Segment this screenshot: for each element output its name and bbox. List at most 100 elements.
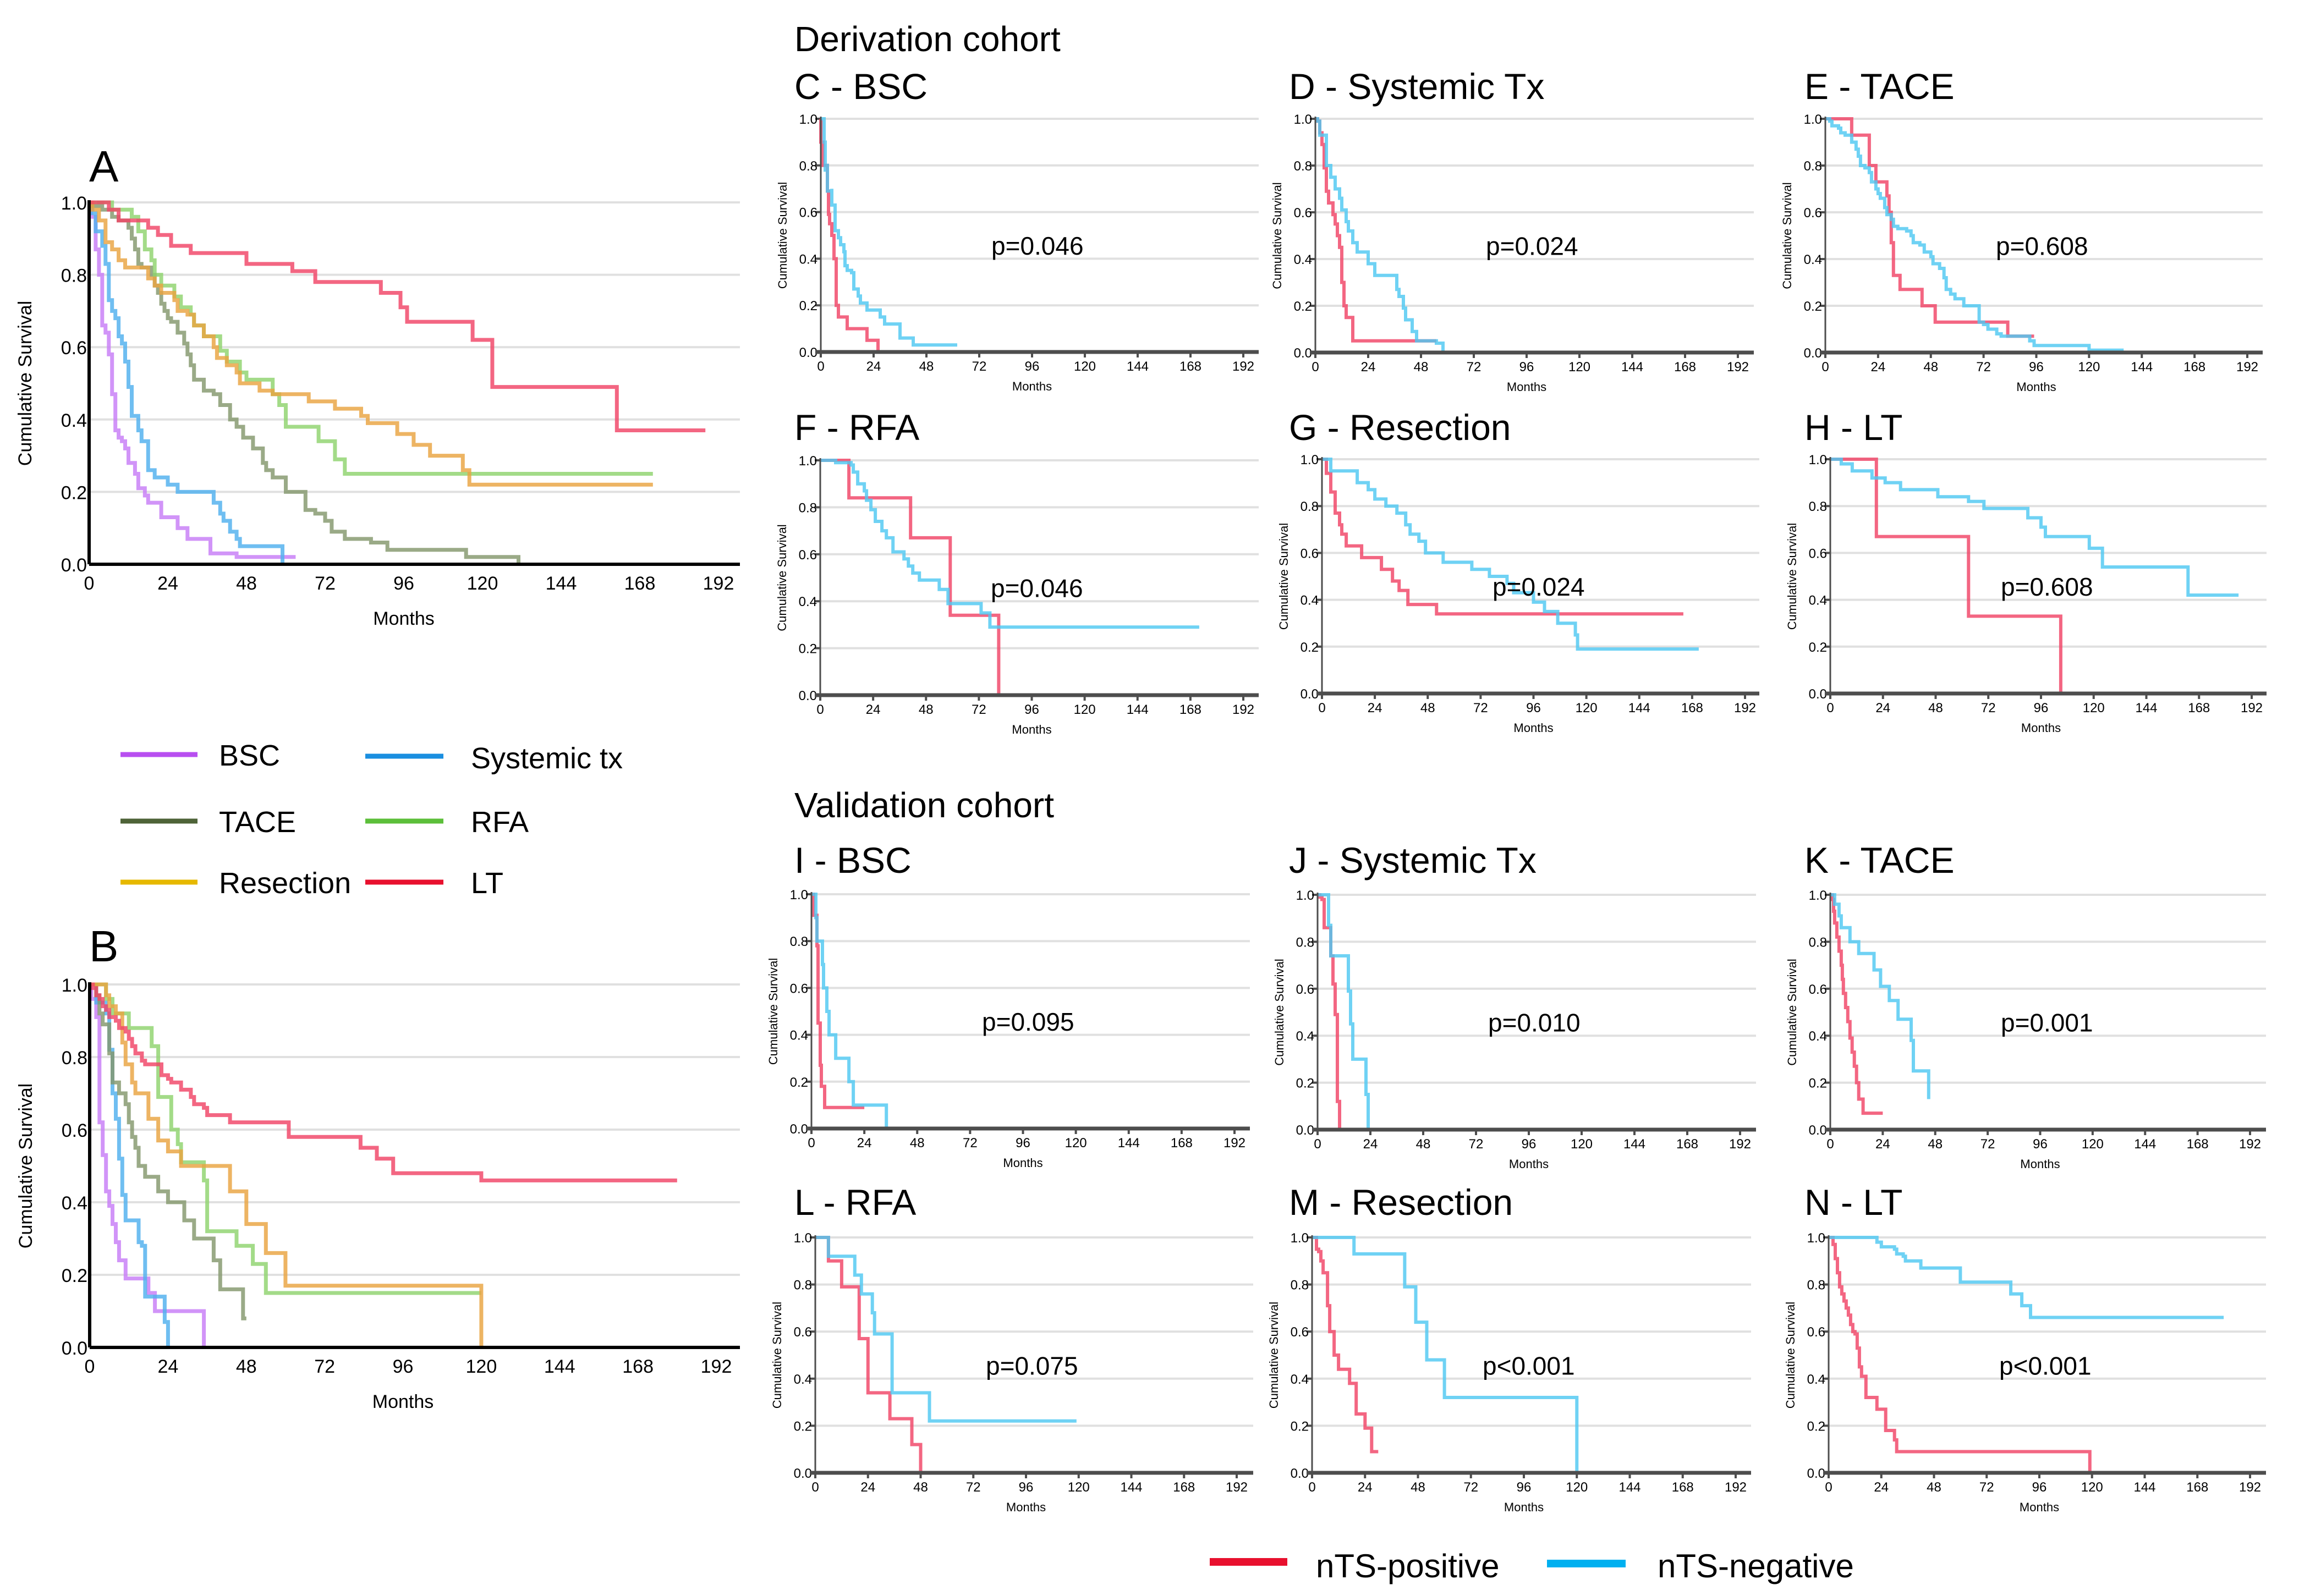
y-tick-label: 0.2 <box>61 482 87 503</box>
y-tick-label: 1.0 <box>61 193 87 214</box>
x-tick-label: 120 <box>1074 702 1096 717</box>
x-tick-label: 24 <box>866 702 881 717</box>
panel-m: M - Resection 0.0 0.2 0.4 0.6 0.8 1.0 0 24 48 72 96… <box>1267 1182 1751 1514</box>
x-tick-label: 72 <box>1979 1480 1994 1495</box>
y-tick-label: 0.2 <box>1804 299 1822 314</box>
km-curve-lt <box>89 200 706 432</box>
x-tick-label: 0 <box>1312 360 1319 375</box>
km-curve-nts-negative <box>820 459 1199 629</box>
x-tick-label: 144 <box>546 573 577 594</box>
p-value-label: p=0.010 <box>1488 1009 1581 1037</box>
legend-label-nts-positive: nTS-positive <box>1316 1548 1499 1584</box>
x-tick-label: 168 <box>624 573 656 594</box>
y-tick-label: 0.0 <box>61 555 87 576</box>
x-tick-label: 192 <box>1226 1480 1248 1495</box>
y-tick-label: 1.0 <box>799 454 817 469</box>
x-tick-label: 120 <box>1568 360 1590 375</box>
y-tick-label: 0.0 <box>1296 1123 1314 1138</box>
p-value-label: p=0.001 <box>2001 1009 2093 1037</box>
km-curve-tace <box>90 982 246 1320</box>
km-curve-nts-positive <box>1315 117 1436 343</box>
treatment-legend: BSC Systemic tx TACE RFA Resection LT <box>120 739 623 900</box>
x-tick-label: 168 <box>1173 1480 1195 1495</box>
x-tick-label: 0 <box>1821 360 1829 375</box>
y-tick-label: 0.8 <box>1294 159 1312 174</box>
x-tick-label: 168 <box>2186 1480 2208 1495</box>
x-tick-label: 144 <box>1120 1480 1142 1495</box>
km-curve-nts-negative <box>1315 117 1445 353</box>
x-tick-label: 48 <box>1414 360 1429 375</box>
legend-label-bsc: BSC <box>219 739 280 772</box>
validation-cohort-title: Validation cohort <box>794 785 1054 825</box>
x-tick-label: 0 <box>1308 1480 1315 1495</box>
x-tick-label: 96 <box>1519 360 1534 375</box>
x-tick-label: 72 <box>314 1356 335 1377</box>
y-axis-title: Cumulative Survival <box>1785 959 1799 1065</box>
km-curve-nts-negative <box>811 893 888 1129</box>
y-tick-label: 0.8 <box>794 1278 812 1293</box>
x-tick-label: 48 <box>1923 360 1938 375</box>
y-tick-label: 0.6 <box>790 981 808 996</box>
x-tick-label: 48 <box>1411 1480 1425 1495</box>
p-value-label: p<0.001 <box>1999 1351 2092 1380</box>
x-tick-label: 96 <box>1522 1137 1537 1152</box>
x-axis-title: Months <box>2020 1157 2060 1171</box>
x-tick-label: 96 <box>1024 702 1039 717</box>
x-tick-label: 144 <box>544 1356 575 1377</box>
x-tick-label: 144 <box>2131 360 2153 375</box>
x-tick-label: 96 <box>2029 360 2044 375</box>
km-curve-nts-positive <box>1825 117 2034 338</box>
y-axis-title: Cumulative Survival <box>766 958 780 1065</box>
panel-i-title: I - BSC <box>794 840 912 880</box>
x-tick-label: 192 <box>1223 1136 1245 1151</box>
y-tick-label: 0.2 <box>799 642 817 657</box>
x-tick-label: 24 <box>1368 701 1382 716</box>
x-tick-label: 24 <box>860 1480 875 1495</box>
y-tick-label: 0.0 <box>1294 346 1312 361</box>
x-tick-label: 192 <box>1232 702 1254 717</box>
y-tick-label: 0.0 <box>1807 1466 1825 1481</box>
y-tick-label: 0.0 <box>62 1338 87 1359</box>
x-tick-label: 168 <box>1171 1136 1193 1151</box>
x-tick-label: 48 <box>910 1136 925 1151</box>
p-value-label: p<0.001 <box>1483 1351 1575 1380</box>
y-tick-label: 0.6 <box>799 206 817 221</box>
legend-label-nts-negative: nTS-negative <box>1658 1548 1854 1584</box>
x-tick-label: 120 <box>2082 1137 2104 1152</box>
x-tick-label: 96 <box>1517 1480 1532 1495</box>
y-tick-label: 0.8 <box>799 500 817 515</box>
x-tick-label: 192 <box>1729 1137 1751 1152</box>
x-tick-label: 120 <box>2078 360 2100 375</box>
panel-e-title: E - TACE <box>1804 66 1955 107</box>
x-tick-label: 72 <box>1473 701 1488 716</box>
y-tick-label: 0.8 <box>799 159 817 174</box>
x-tick-label: 168 <box>1672 1480 1694 1495</box>
x-tick-label: 0 <box>1318 701 1325 716</box>
km-curve-nts-positive <box>1322 458 1683 616</box>
y-tick-label: 0.4 <box>1301 593 1319 608</box>
panel-j-title: J - Systemic Tx <box>1289 840 1537 880</box>
x-tick-label: 24 <box>1875 1137 1890 1152</box>
x-tick-label: 24 <box>1363 1137 1378 1152</box>
p-value-label: p=0.046 <box>991 574 1083 603</box>
km-curve-nts-negative <box>1829 1236 2224 1319</box>
x-tick-label: 72 <box>1469 1137 1484 1152</box>
x-tick-label: 96 <box>393 1356 414 1377</box>
x-tick-label: 120 <box>1065 1136 1087 1151</box>
p-value-label: p=0.024 <box>1493 573 1585 601</box>
y-tick-label: 0.6 <box>1301 546 1319 561</box>
p-value-label: p=0.024 <box>1486 232 1578 261</box>
y-tick-label: 0.2 <box>1809 1076 1827 1091</box>
x-tick-label: 168 <box>1674 360 1696 375</box>
x-tick-label: 0 <box>85 1356 95 1377</box>
x-tick-label: 48 <box>236 1356 257 1377</box>
panel-l: L - RFA 0.0 0.2 0.4 0.6 0.8 1.0 0 24 48 72 96 120 144… <box>770 1182 1253 1514</box>
km-curve-bsc <box>89 982 206 1347</box>
y-axis-title: Cumulative Survival <box>1785 523 1799 630</box>
x-tick-label: 144 <box>1118 1136 1140 1151</box>
y-tick-label: 0.8 <box>1807 1278 1825 1293</box>
km-curve-systemic-tx <box>89 200 284 564</box>
km-curve-nts-positive <box>1830 893 1883 1115</box>
y-tick-label: 1.0 <box>799 112 817 127</box>
p-value-label: p=0.075 <box>986 1351 1078 1380</box>
